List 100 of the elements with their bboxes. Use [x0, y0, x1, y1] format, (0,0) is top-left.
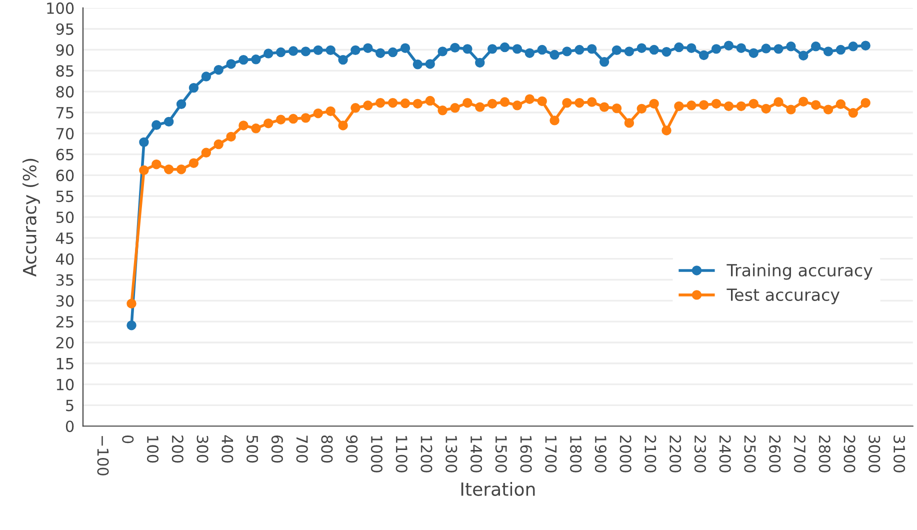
point: [698, 100, 709, 110]
point: [388, 47, 398, 58]
point: [238, 54, 248, 65]
x-axis-title: Iteration: [461, 482, 535, 496]
point: [786, 104, 796, 114]
x-tick-label: 2100: [644, 436, 656, 472]
point: [251, 54, 261, 64]
x-tick-label: 1900: [594, 436, 606, 472]
point: [836, 44, 846, 55]
point: [188, 158, 199, 168]
y-tick-label: 25: [56, 316, 74, 328]
point: [375, 98, 386, 108]
point: [550, 50, 560, 60]
x-tick-label: 3100: [894, 436, 906, 472]
point: [176, 99, 186, 109]
point: [612, 103, 622, 114]
point: [686, 100, 696, 110]
point: [524, 48, 535, 58]
x-tick-label: 2400: [719, 436, 731, 472]
y-tick-label: 35: [56, 274, 74, 286]
point: [860, 98, 870, 108]
point: [425, 59, 435, 69]
y-tick-label: 50: [56, 212, 74, 224]
point: [313, 108, 324, 118]
point: [512, 100, 522, 110]
point: [438, 46, 448, 56]
point: [848, 108, 858, 118]
point: [761, 104, 771, 114]
point: [288, 46, 298, 56]
point: [537, 44, 547, 55]
point: [649, 98, 659, 109]
y-tick-label: 55: [56, 190, 74, 202]
point: [823, 46, 834, 56]
point: [500, 42, 510, 52]
x-tick-label: 800: [321, 435, 333, 463]
point: [201, 148, 212, 158]
point: [214, 64, 224, 75]
point: [662, 126, 672, 136]
y-tick-label: 75: [56, 107, 74, 119]
x-tick-label: 600: [271, 436, 283, 463]
x-tick-label: 1300: [446, 436, 458, 472]
point: [152, 159, 162, 170]
point: [636, 43, 646, 53]
point: [338, 120, 348, 130]
x-tick-label: −100: [97, 436, 109, 476]
x-tick-label: 2800: [818, 436, 830, 472]
x-tick-label: 1100: [396, 436, 408, 472]
point: [612, 45, 622, 56]
point: [500, 97, 510, 107]
point: [662, 46, 672, 57]
y-tick-label: 40: [56, 253, 74, 265]
point: [537, 96, 547, 106]
point: [363, 100, 373, 110]
y-tick-label: 90: [56, 44, 74, 56]
point: [350, 103, 360, 113]
point: [686, 43, 696, 53]
x-tick-label: 100: [146, 436, 159, 463]
point: [587, 44, 597, 54]
point: [724, 40, 734, 50]
point: [848, 42, 858, 52]
point: [338, 54, 348, 65]
point: [724, 101, 734, 112]
point: [599, 102, 610, 112]
x-tick-label: 0: [122, 435, 134, 444]
point: [375, 48, 386, 58]
point: [300, 113, 311, 123]
point: [624, 46, 634, 56]
y-tick-label: 15: [56, 358, 74, 370]
y-tick-label: 30: [56, 295, 74, 307]
y-tick-label: 45: [56, 232, 74, 244]
point: [164, 116, 174, 127]
point: [326, 106, 336, 116]
y-tick-label: 10: [56, 378, 74, 390]
point: [400, 43, 410, 53]
point: [786, 42, 796, 52]
point: [512, 44, 522, 54]
x-tick-label: 900: [346, 435, 358, 463]
point: [450, 103, 460, 113]
y-tick-label: 0: [66, 420, 74, 432]
point: [264, 118, 274, 128]
point: [860, 40, 870, 50]
y-tick-label: 5: [66, 400, 74, 412]
x-tick-label: 200: [172, 436, 184, 463]
point: [798, 96, 808, 106]
point: [698, 50, 709, 60]
y-tick-label: 80: [56, 86, 74, 98]
point: [264, 48, 274, 58]
point: [139, 165, 149, 176]
point: [238, 120, 248, 130]
point: [188, 82, 199, 93]
y-tick-label: 85: [56, 65, 74, 77]
x-tick-label: 2900: [844, 436, 856, 472]
point: [810, 42, 821, 52]
x-tick-label: 2000: [620, 436, 632, 472]
point: [711, 98, 722, 109]
point: [761, 44, 771, 54]
x-tick-label: 3000: [868, 436, 880, 472]
point: [711, 44, 722, 54]
point: [288, 114, 298, 124]
x-tick-label: 500: [246, 436, 258, 463]
